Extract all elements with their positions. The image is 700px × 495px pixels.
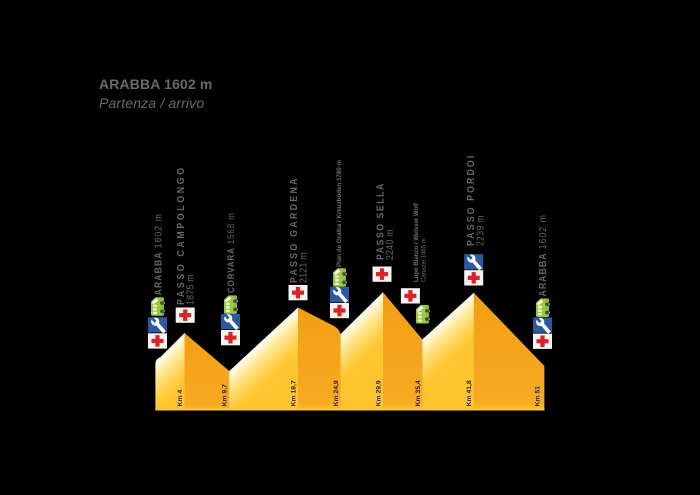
svg-text:Km 18,7: Km 18,7: [290, 380, 297, 406]
svg-text:Km 4: Km 4: [177, 390, 184, 407]
svg-text:Km 41,8: Km 41,8: [466, 380, 473, 406]
svg-text:PASSO CAMPOLONGO: PASSO CAMPOLONGO: [174, 165, 186, 305]
svg-text:2240 m: 2240 m: [383, 229, 395, 260]
svg-text:PASSO SELLA: PASSO SELLA: [374, 182, 386, 260]
svg-text:ARABBA 1602 m: ARABBA 1602 m: [536, 214, 548, 296]
svg-text:2121 m: 2121 m: [297, 252, 309, 283]
svg-text:Lupo Bianco / Weisser Wolf: Lupo Bianco / Weisser Wolf: [414, 202, 420, 282]
svg-text:Plan de Gralba / Kreuzboden 17: Plan de Gralba / Kreuzboden 1780 m: [336, 160, 343, 267]
svg-text:Km 9,7: Km 9,7: [222, 384, 229, 407]
svg-text:ARABBA 1602 m: ARABBA 1602 m: [152, 213, 164, 295]
svg-text:Km 51: Km 51: [535, 386, 542, 407]
svg-text:Km 35,4: Km 35,4: [415, 380, 422, 406]
svg-text:PASSO GARDENA: PASSO GARDENA: [287, 176, 299, 283]
svg-text:Km 29,9: Km 29,9: [375, 380, 382, 406]
svg-text:PASSO PORDOI: PASSO PORDOI: [464, 154, 476, 246]
svg-text:Km 24,9: Km 24,9: [333, 380, 340, 406]
svg-text:Canazei 1465 m: Canazei 1465 m: [421, 238, 427, 282]
svg-text:2239 m: 2239 m: [474, 215, 486, 246]
svg-text:CORVARA 1568 m: CORVARA 1568 m: [225, 212, 236, 293]
svg-text:1875 m: 1875 m: [184, 274, 196, 305]
